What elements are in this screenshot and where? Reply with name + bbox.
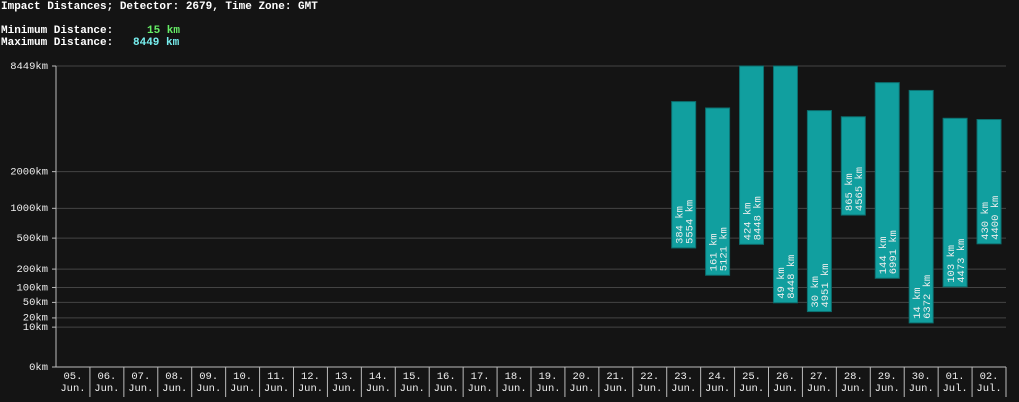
- x-tick-label: 22. Jun.: [637, 371, 663, 395]
- value-label: 4473 km: [956, 239, 968, 283]
- x-tick-label: 08. Jun.: [162, 371, 188, 395]
- value-label: 4951 km: [820, 263, 832, 307]
- x-tick-label: 17. Jun.: [467, 371, 493, 395]
- y-tick-label: 100km: [16, 282, 48, 294]
- bar: [840, 116, 866, 216]
- x-tick-label: 10. Jun.: [229, 371, 256, 395]
- value-label: 144 km: [878, 236, 890, 274]
- y-tick-label: 50km: [23, 297, 48, 309]
- x-tick-label: 12. Jun.: [297, 371, 324, 395]
- bar: [806, 110, 832, 313]
- x-tick-label: 05. Jun.: [60, 371, 86, 395]
- bar: [739, 65, 765, 245]
- bar: [772, 65, 798, 304]
- x-tick-label: 24. Jun.: [704, 371, 731, 395]
- bar: [671, 101, 697, 249]
- min-label: Minimum Distance:: [1, 25, 114, 37]
- y-tick-label: 1000km: [10, 203, 48, 215]
- x-tick-label: 27. Jun.: [806, 371, 832, 395]
- value-label: 6372 km: [922, 275, 934, 319]
- x-tick-label: 01. Jul.: [942, 371, 968, 395]
- x-tick-label: 09. Jun.: [196, 371, 222, 395]
- value-label: 8448 km: [786, 255, 798, 299]
- x-tick-label: 06. Jun.: [94, 371, 120, 395]
- bar: [908, 89, 934, 324]
- bar: [874, 82, 900, 279]
- y-tick-label: 8449km: [10, 61, 48, 73]
- bar: [976, 119, 1002, 245]
- value-label: 49 km: [776, 267, 788, 299]
- x-tick-label: 07. Jun.: [128, 371, 154, 395]
- x-tick-label: 15. Jun.: [399, 371, 425, 395]
- value-label: 8448 km: [752, 196, 764, 240]
- value-label: 430 km: [980, 202, 992, 240]
- value-label: 384 km: [674, 206, 686, 244]
- x-tick-label: 18. Jun.: [501, 371, 527, 395]
- x-tick-label: 21. Jun.: [603, 371, 629, 395]
- x-tick-label: 28. Jun.: [840, 371, 866, 395]
- value-label: 865 km: [844, 173, 856, 211]
- value-label: 161 km: [708, 233, 720, 271]
- bar: [705, 107, 731, 276]
- x-tick-label: 11. Jun.: [263, 371, 290, 395]
- x-tick-label: 02. Jul.: [976, 371, 1002, 395]
- value-label: 5554 km: [684, 200, 696, 244]
- value-label: 6991 km: [888, 230, 900, 274]
- x-tick-label: 19. Jun.: [535, 371, 561, 395]
- x-tick-label: 13. Jun.: [331, 371, 357, 395]
- value-label: 103 km: [946, 245, 958, 283]
- x-tick-label: 29. Jun.: [874, 371, 900, 395]
- x-tick-label: 14. Jun.: [365, 371, 391, 395]
- chart-title: Impact Distances; Detector: 2679, Time Z…: [1, 1, 318, 13]
- y-tick-label: 10km: [23, 322, 48, 334]
- y-tick-label: 500km: [16, 233, 48, 245]
- x-tick-label: 30. Jun.: [908, 371, 934, 395]
- max-value: 8449 km: [133, 37, 180, 49]
- value-label: 30 km: [810, 276, 822, 308]
- y-tick-label: 20km: [23, 313, 48, 325]
- value-label: 4400 km: [990, 196, 1002, 240]
- value-label: 424 km: [742, 203, 754, 241]
- x-tick-label: 20. Jun.: [569, 371, 595, 395]
- y-tick-label: 200km: [16, 264, 48, 276]
- min-value: 15 km: [147, 25, 181, 37]
- bar: [942, 117, 968, 288]
- value-label: 5121 km: [718, 227, 730, 271]
- x-tick-label: 26. Jun.: [772, 371, 799, 395]
- y-tick-label: 0km: [29, 362, 48, 374]
- value-label: 4565 km: [854, 167, 866, 211]
- y-tick-label: 2000km: [10, 166, 48, 178]
- x-tick-label: 16. Jun.: [433, 371, 459, 395]
- x-tick-label: 25. Jun.: [738, 371, 765, 395]
- value-label: 14 km: [912, 287, 924, 319]
- x-tick-label: 23. Jun.: [671, 371, 697, 395]
- max-label: Maximum Distance:: [1, 37, 114, 49]
